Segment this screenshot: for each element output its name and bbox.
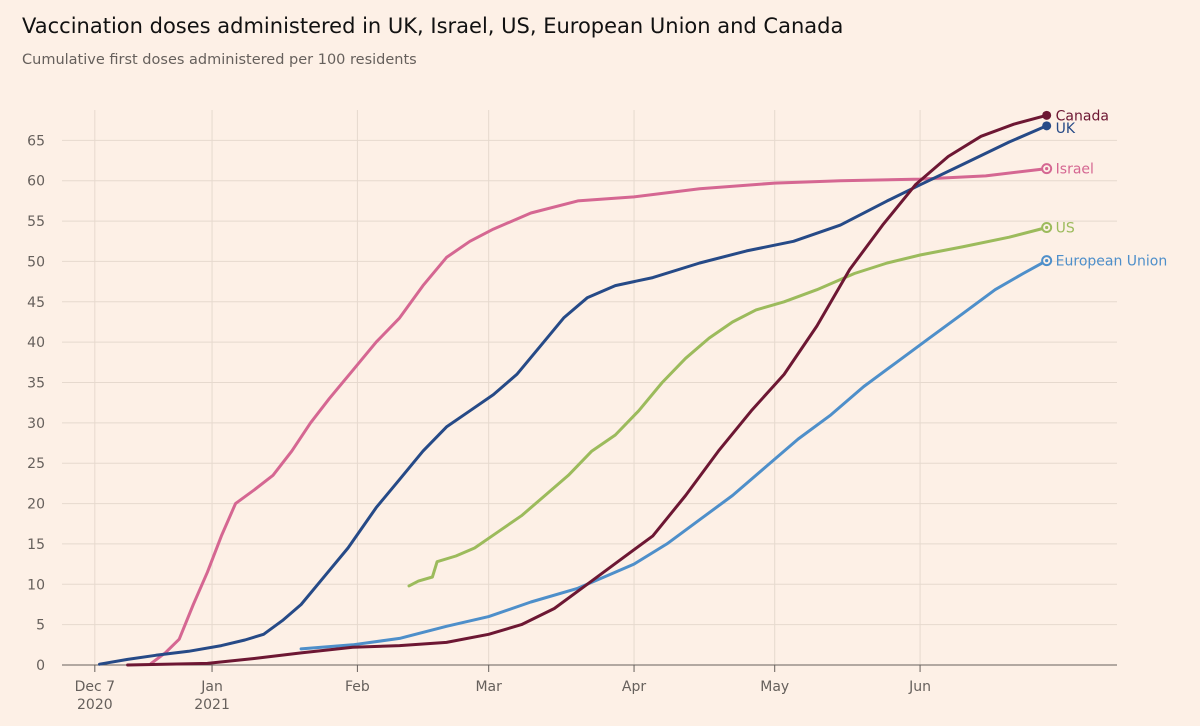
x-tick-label: May — [760, 679, 789, 695]
y-tick-label: 55 — [27, 214, 45, 230]
series-lines — [98, 113, 1049, 667]
x-tick-label: Dec 7 — [75, 679, 115, 695]
x-axis-ticks: Dec 7 2020 Jan 2021 Feb Mar Apr May Jun — [62, 664, 1117, 713]
end-marker-uk — [1042, 121, 1052, 131]
x-tick-label: Feb — [345, 679, 370, 695]
chart-subtitle: Cumulative first doses administered per … — [22, 52, 417, 68]
series-line-uk — [98, 124, 1049, 666]
series-line-us — [407, 226, 1049, 588]
grid-lines — [62, 110, 1117, 665]
y-tick-label: 65 — [27, 133, 45, 149]
series-line-israel — [149, 167, 1049, 665]
series-label-us: US — [1056, 221, 1075, 237]
y-tick-label: 5 — [36, 618, 45, 634]
end-marker-canada — [1042, 110, 1052, 120]
series-label-uk: UK — [1056, 121, 1076, 137]
y-tick-label: 50 — [27, 254, 45, 270]
series-label-canada: Canada — [1056, 108, 1109, 124]
x-tick-label: Jun — [908, 679, 931, 695]
y-tick-label: 40 — [27, 335, 45, 351]
x-tick-label: Apr — [622, 679, 646, 695]
y-axis-ticks: 0 5 10 15 20 25 30 35 40 45 50 55 60 65 — [27, 133, 45, 674]
series-label-israel: Israel — [1056, 162, 1094, 178]
y-tick-label: 35 — [27, 376, 45, 392]
y-tick-label: 10 — [27, 577, 45, 593]
x-tick-year-label: 2021 — [194, 697, 230, 713]
y-tick-label: 45 — [27, 295, 45, 311]
series-line-european-union — [299, 259, 1049, 651]
chart-title: Vaccination doses administered in UK, Is… — [22, 14, 844, 38]
x-tick-label: Jan — [200, 679, 223, 695]
y-tick-label: 0 — [36, 658, 45, 674]
y-tick-label: 30 — [27, 416, 45, 432]
y-tick-label: 20 — [27, 497, 45, 513]
series-labels: Israel UK US European Union Canada — [1041, 108, 1168, 270]
series-label-european-union: European Union — [1056, 254, 1168, 270]
end-marker-center-israel — [1045, 167, 1049, 171]
end-marker-center-european-union — [1045, 259, 1049, 263]
series-line-canada — [126, 113, 1049, 667]
x-tick-label: Mar — [475, 679, 502, 695]
y-tick-label: 25 — [27, 456, 45, 472]
y-tick-label: 15 — [27, 537, 45, 553]
x-tick-year-label: 2020 — [77, 697, 113, 713]
y-tick-label: 60 — [27, 174, 45, 190]
end-marker-center-us — [1045, 225, 1049, 230]
